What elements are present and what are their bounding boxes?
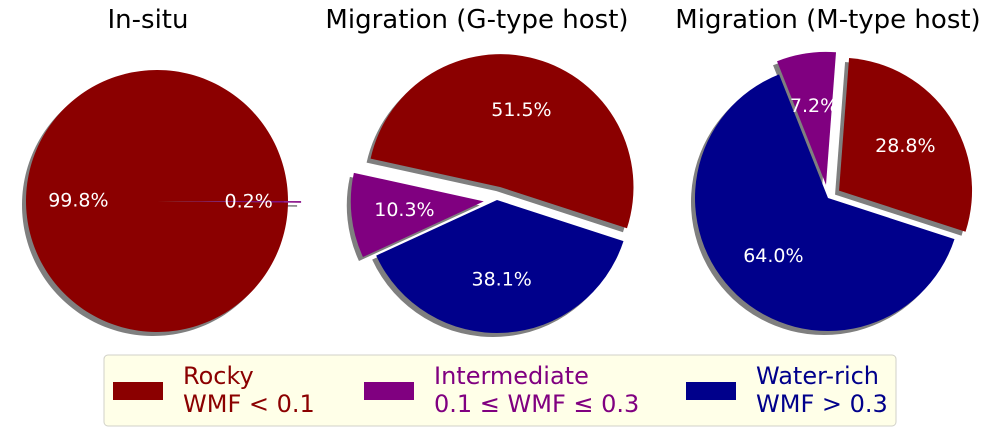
legend-label-rocky: Rocky <box>183 362 254 390</box>
legend-frame <box>103 354 897 427</box>
pie-0-wedge-rocky <box>26 70 289 333</box>
legend-label-intermediate: Intermediate <box>434 362 589 390</box>
pie-2-label-rocky: 28.8% <box>875 135 935 157</box>
pie-0-label-intermediate: 0.2% <box>225 191 273 213</box>
pie-0-label-rocky: 99.8% <box>48 190 108 212</box>
pie-1-wedge-rocky <box>370 54 634 229</box>
legend-swatch-water-rich <box>686 382 736 400</box>
pie-2-wedge-intermediate <box>777 51 837 185</box>
legend-swatch-rocky <box>113 382 163 400</box>
pie-title-g-host: Migration (G-type host) <box>325 5 628 35</box>
legend-label-water-rich: Water-rich <box>756 362 879 390</box>
pie-title-m-host: Migration (M-type host) <box>675 5 980 35</box>
legend-condition-intermediate: 0.1 ≤ WMF ≤ 0.3 <box>434 390 639 418</box>
pie-1-label-rocky: 51.5% <box>491 99 551 121</box>
pie-1-wedge-water-rich <box>376 200 624 334</box>
pie-g-type-host: 51.5% 10.3% 38.1% <box>346 54 634 338</box>
legend: Rocky WMF < 0.1 Intermediate 0.1 ≤ WMF ≤… <box>103 354 897 427</box>
legend-swatch-intermediate <box>364 382 414 400</box>
pie-2-label-water-rich: 64.0% <box>743 245 803 267</box>
pie-m-type-host: 28.8% 7.2% 64.0% <box>690 51 973 336</box>
pie-2-wedge-rocky <box>839 57 973 232</box>
pie-1-label-intermediate: 10.3% <box>374 199 434 221</box>
pie-insitu: 99.8% 0.2% <box>22 70 302 337</box>
legend-condition-water-rich: WMF > 0.3 <box>756 390 888 418</box>
pie-1-label-water-rich: 38.1% <box>471 269 531 291</box>
pie-2-wedge-water-rich <box>695 74 955 331</box>
pie-2-label-intermediate: 7.2% <box>790 95 838 117</box>
pie-0-wedge-intermediate <box>170 201 302 203</box>
legend-condition-rocky: WMF < 0.1 <box>183 390 315 418</box>
pie-1-wedge-intermediate <box>350 172 484 258</box>
pie-title-insitu: In-situ <box>108 5 189 35</box>
